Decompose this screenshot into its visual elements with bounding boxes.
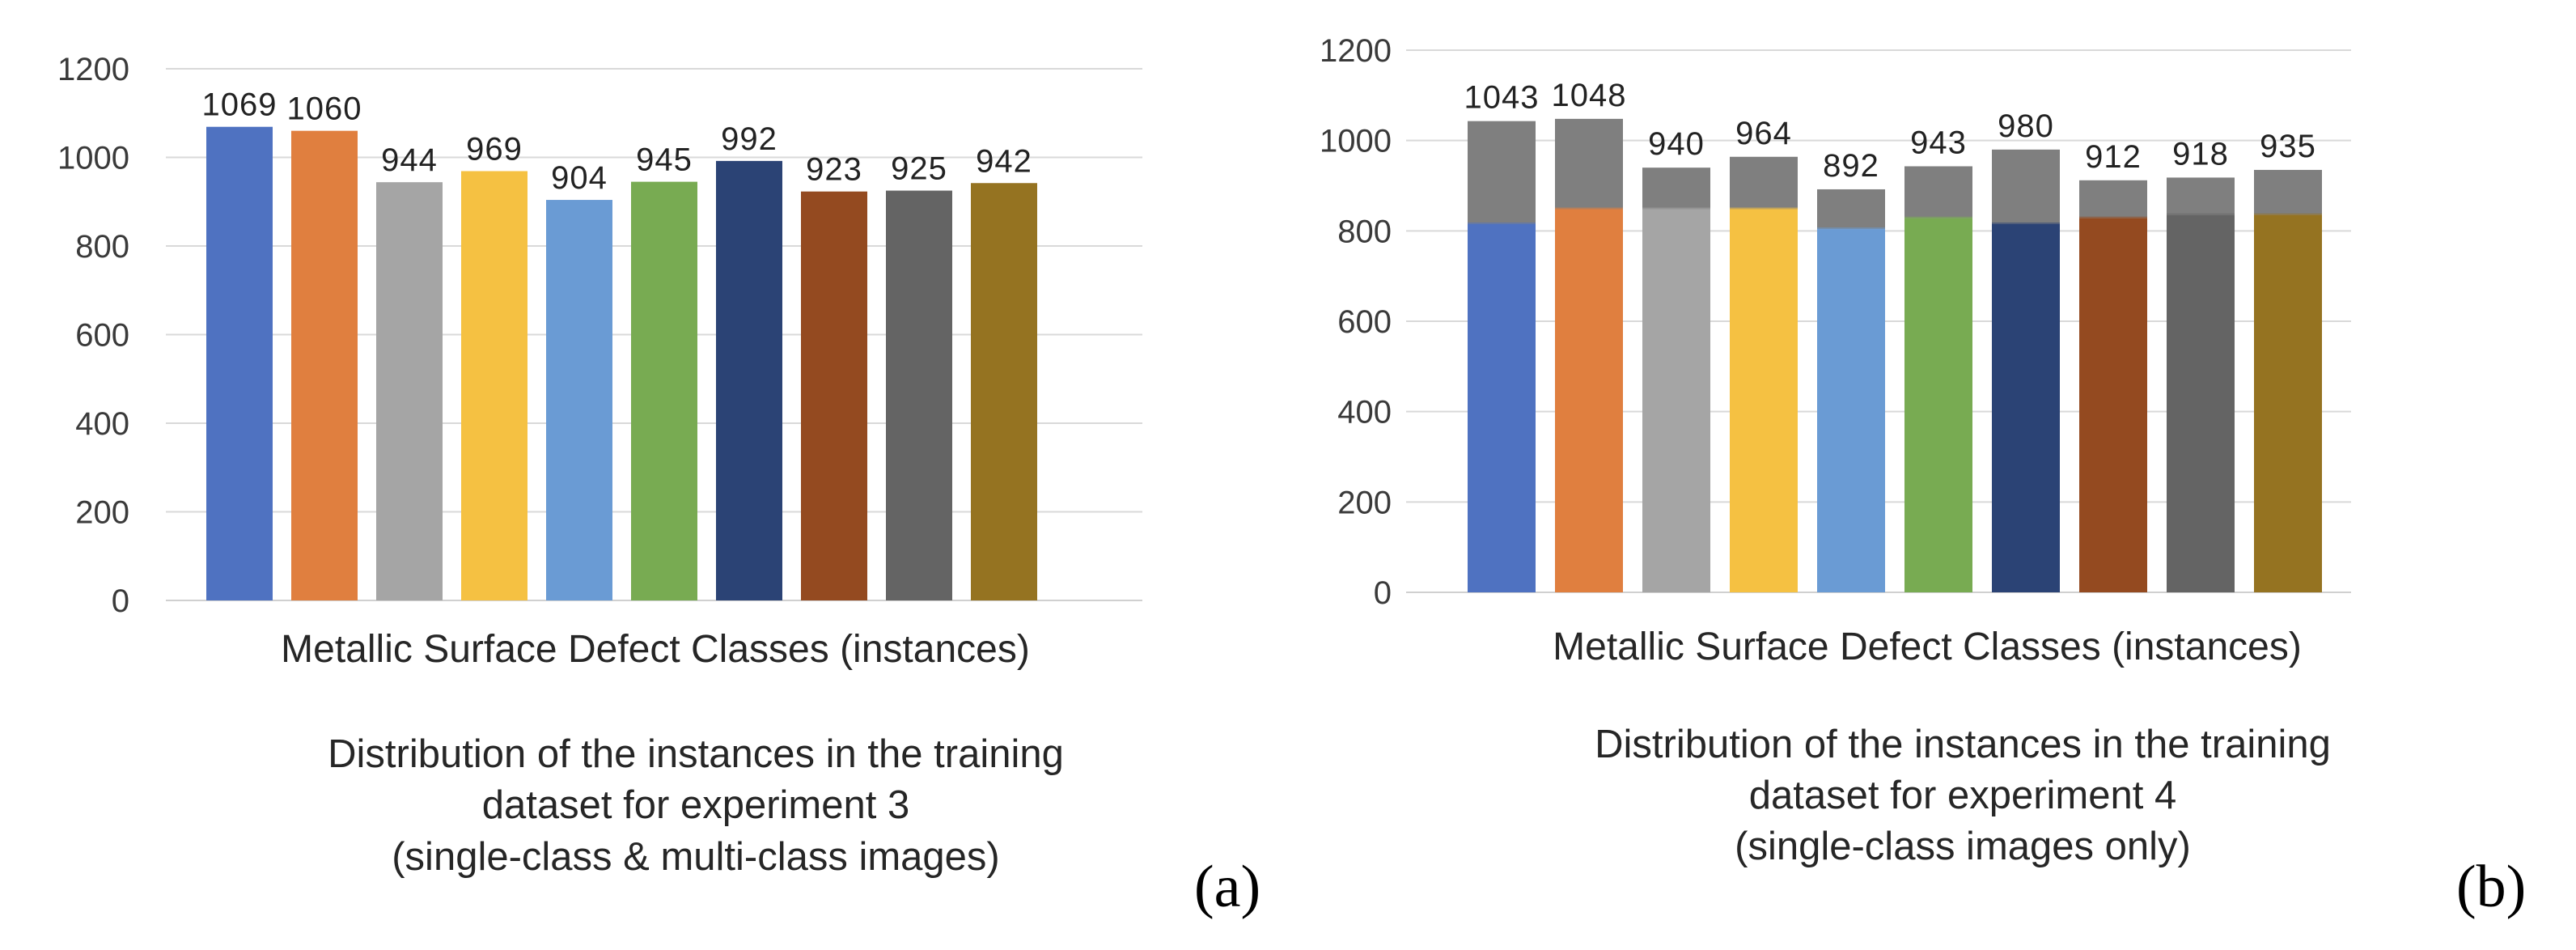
y-tick-label: 1000 — [1320, 124, 1392, 159]
data-label: 945 — [636, 142, 693, 178]
bar-segment-upper — [2079, 180, 2147, 218]
data-label: 992 — [721, 121, 777, 157]
data-label: 1069 — [202, 87, 278, 123]
bar-segment-upper — [1555, 118, 1623, 210]
data-label: 969 — [466, 131, 523, 167]
chart-panel-a: 0 200 400 600 800 1000 1200 1069 1060 944 969 904 9… — [57, 52, 1260, 920]
y-tick-label: 800 — [75, 229, 129, 265]
bar — [886, 190, 952, 600]
bar-segment-lower — [1468, 223, 1536, 592]
y-tick-label: 600 — [75, 318, 129, 354]
panel-label-a: (a) — [1194, 854, 1260, 920]
y-tick-label: 400 — [75, 406, 129, 442]
y-axis-ticks-b: 0 200 400 600 800 1000 1200 — [1320, 33, 1392, 611]
data-label: 892 — [1823, 148, 1879, 184]
data-label: 940 — [1648, 126, 1705, 162]
bar — [631, 181, 697, 601]
bar-segment-upper — [1904, 166, 1972, 218]
bar-segment-edge — [1642, 207, 1710, 210]
bar-segment-lower — [2254, 214, 2322, 592]
panel-label-b: (b) — [2456, 854, 2526, 920]
y-tick-label: 200 — [1337, 485, 1392, 520]
bar-segment-lower — [1730, 209, 1798, 592]
bar-segment-edge — [1904, 216, 1972, 219]
caption-line-2-a: dataset for experiment 3 — [482, 783, 909, 827]
y-tick-label: 0 — [1374, 575, 1392, 611]
caption-line-2-b: dataset for experiment 4 — [1749, 774, 2176, 817]
bar — [461, 171, 527, 600]
x-axis-label-b: Metallic Surface Defect Classes (instanc… — [1553, 626, 2302, 668]
data-label: 925 — [891, 151, 947, 187]
bar-segment-edge — [1992, 222, 2060, 225]
bar — [376, 182, 443, 600]
y-tick-label: 800 — [1337, 214, 1392, 249]
bar — [971, 183, 1037, 600]
data-label: 944 — [381, 142, 438, 178]
data-label: 980 — [1998, 108, 2054, 144]
data-label: 1060 — [287, 91, 362, 127]
bar-segment-upper — [1992, 149, 2060, 224]
bar-segment-edge — [1730, 207, 1798, 210]
caption-line-3-b: (single-class images only) — [1735, 825, 2191, 868]
data-labels-b: 1043 1048 940 964 892 943 980 912 918 935 — [1464, 78, 2316, 184]
data-label: 1043 — [1464, 80, 1540, 116]
bar — [206, 126, 273, 600]
data-labels-a: 1069 1060 944 969 904 945 992 923 925 942 — [202, 87, 1032, 196]
bar-segment-upper — [1730, 156, 1798, 210]
x-axis-label-a: Metallic Surface Defect Classes (instanc… — [281, 628, 1030, 671]
y-tick-label: 1200 — [57, 52, 129, 87]
bar — [716, 160, 782, 600]
bar-segment-lower — [1555, 209, 1623, 592]
data-label: 942 — [976, 143, 1032, 179]
bar-segment-edge — [2079, 216, 2147, 219]
bars-b — [1468, 118, 2322, 592]
y-tick-label: 1000 — [57, 141, 129, 176]
y-tick-label: 0 — [112, 583, 129, 619]
data-label: 918 — [2172, 136, 2229, 172]
data-label: 1048 — [1552, 78, 1627, 113]
y-tick-label: 200 — [75, 495, 129, 531]
bar-segment-lower — [1992, 223, 2060, 592]
bar — [291, 130, 358, 600]
y-tick-label: 1200 — [1320, 33, 1392, 69]
bar-segment-lower — [2079, 218, 2147, 592]
data-label: 935 — [2260, 129, 2316, 164]
bar-segment-upper — [1642, 168, 1710, 210]
bar-segment-upper — [2254, 169, 2322, 215]
bar-segment-edge — [2167, 213, 2235, 216]
bar-segment-lower — [1904, 218, 1972, 592]
bar-segment-lower — [1642, 209, 1710, 592]
bar-segment-upper — [2167, 177, 2235, 215]
y-tick-label: 400 — [1337, 395, 1392, 430]
y-tick-label: 600 — [1337, 304, 1392, 340]
data-label: 943 — [1910, 125, 1967, 160]
bar-segment-edge — [1468, 222, 1536, 225]
bar-segment-edge — [2254, 213, 2322, 216]
bar-segment-edge — [1817, 227, 1885, 231]
caption-line-1-a: Distribution of the instances in the tra… — [328, 732, 1064, 776]
data-label: 904 — [551, 160, 608, 196]
caption-line-1-b: Distribution of the instances in the tra… — [1595, 723, 2331, 766]
data-label: 912 — [2085, 139, 2142, 175]
bar-segment-lower — [2167, 214, 2235, 592]
chart-panel-b: 0 200 400 600 800 1000 1200 1043 1048 940 964 892 9… — [1320, 33, 2526, 920]
bar — [801, 191, 867, 600]
bar-segment-lower — [1817, 229, 1885, 592]
bar-segment-upper — [1817, 189, 1885, 230]
data-label: 923 — [806, 152, 862, 188]
caption-line-3-a: (single-class & multi-class images) — [392, 835, 1000, 879]
bar — [546, 200, 612, 600]
bar-segment-upper — [1468, 121, 1536, 224]
bars-a — [206, 126, 1037, 601]
data-label: 964 — [1735, 116, 1792, 151]
y-axis-ticks-a: 0 200 400 600 800 1000 1200 — [57, 52, 129, 619]
bar-segment-edge — [1555, 207, 1623, 210]
